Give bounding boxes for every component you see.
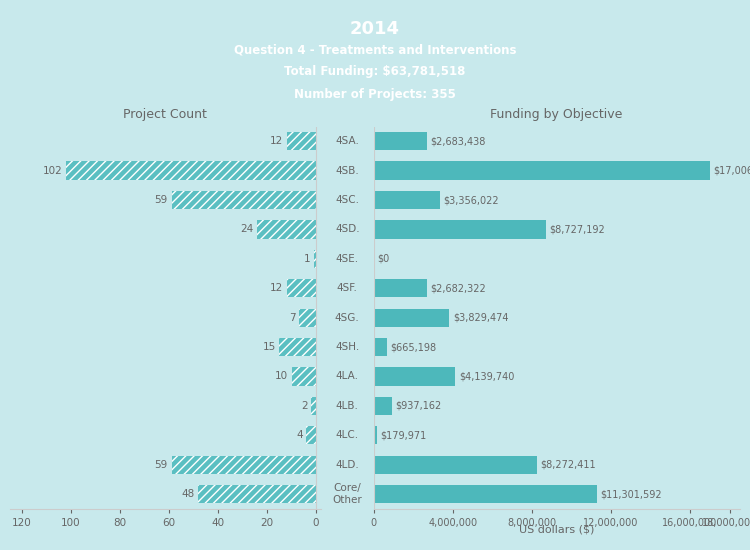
Text: $3,829,474: $3,829,474 bbox=[453, 312, 509, 323]
Text: $665,198: $665,198 bbox=[390, 342, 436, 352]
Bar bbox=[279, 338, 316, 356]
Text: US dollars ($): US dollars ($) bbox=[519, 525, 594, 535]
Text: Core/
Other: Core/ Other bbox=[332, 483, 362, 505]
Bar bbox=[306, 426, 316, 444]
Text: 4SH.: 4SH. bbox=[335, 342, 359, 352]
Text: 4: 4 bbox=[296, 430, 302, 440]
Bar bbox=[299, 309, 316, 327]
Bar bbox=[257, 221, 316, 239]
Text: $4,139,740: $4,139,740 bbox=[459, 371, 514, 382]
Bar bbox=[172, 455, 316, 474]
Bar bbox=[172, 191, 316, 209]
Text: 1: 1 bbox=[303, 254, 310, 264]
Text: 4LD.: 4LD. bbox=[335, 460, 359, 470]
Text: $3,356,022: $3,356,022 bbox=[443, 195, 499, 205]
Bar bbox=[374, 426, 377, 444]
Bar bbox=[374, 485, 597, 503]
Text: $11,301,592: $11,301,592 bbox=[601, 489, 662, 499]
Text: 59: 59 bbox=[154, 195, 168, 205]
Bar bbox=[199, 485, 316, 503]
Text: 12: 12 bbox=[270, 283, 283, 293]
Text: 12: 12 bbox=[270, 136, 283, 146]
Text: $2,682,322: $2,682,322 bbox=[430, 283, 486, 293]
Text: 4SF.: 4SF. bbox=[337, 283, 358, 293]
Text: 48: 48 bbox=[182, 489, 195, 499]
Text: 2014: 2014 bbox=[350, 20, 400, 38]
Text: $0: $0 bbox=[377, 254, 389, 264]
Bar bbox=[374, 397, 392, 415]
Title: Funding by Objective: Funding by Objective bbox=[490, 108, 622, 121]
Bar bbox=[292, 367, 316, 386]
Bar bbox=[374, 338, 387, 356]
Text: 10: 10 bbox=[274, 371, 288, 382]
Text: 4SG.: 4SG. bbox=[334, 312, 360, 323]
Text: 4SA.: 4SA. bbox=[335, 136, 359, 146]
Text: 4SC.: 4SC. bbox=[335, 195, 359, 205]
Text: 4SD.: 4SD. bbox=[335, 224, 359, 234]
Text: 4SB.: 4SB. bbox=[335, 166, 359, 175]
Bar bbox=[257, 221, 316, 239]
Bar bbox=[199, 485, 316, 503]
Bar bbox=[286, 132, 316, 150]
Text: Total Funding: $63,781,518: Total Funding: $63,781,518 bbox=[284, 65, 466, 78]
Bar bbox=[374, 162, 710, 180]
Bar bbox=[374, 221, 546, 239]
Bar bbox=[311, 397, 316, 415]
Text: $8,272,411: $8,272,411 bbox=[541, 460, 596, 470]
Text: 59: 59 bbox=[154, 460, 168, 470]
Title: Project Count: Project Count bbox=[124, 108, 207, 121]
Text: $179,971: $179,971 bbox=[380, 430, 427, 440]
Bar bbox=[292, 367, 316, 386]
Bar bbox=[374, 132, 427, 150]
Bar bbox=[374, 455, 537, 474]
Bar bbox=[299, 309, 316, 327]
Bar bbox=[314, 250, 316, 268]
Bar bbox=[66, 162, 316, 180]
Text: Question 4 - Treatments and Interventions: Question 4 - Treatments and Intervention… bbox=[234, 44, 516, 57]
Bar bbox=[172, 455, 316, 474]
Bar bbox=[66, 162, 316, 180]
Text: 4LC.: 4LC. bbox=[336, 430, 358, 440]
Bar bbox=[374, 309, 449, 327]
Text: Number of Projects: 355: Number of Projects: 355 bbox=[294, 87, 456, 101]
Bar bbox=[286, 132, 316, 150]
Text: 2: 2 bbox=[301, 401, 307, 411]
Bar bbox=[374, 191, 440, 209]
Text: 4SE.: 4SE. bbox=[336, 254, 358, 264]
Text: 15: 15 bbox=[262, 342, 276, 352]
Bar bbox=[172, 191, 316, 209]
Bar bbox=[286, 279, 316, 298]
Text: 24: 24 bbox=[240, 224, 254, 234]
Text: $17,006,996: $17,006,996 bbox=[713, 166, 750, 175]
Text: $2,683,438: $2,683,438 bbox=[430, 136, 485, 146]
Text: $8,727,192: $8,727,192 bbox=[550, 224, 605, 234]
Bar bbox=[286, 279, 316, 298]
Text: 102: 102 bbox=[43, 166, 62, 175]
Text: 4LA.: 4LA. bbox=[336, 371, 358, 382]
Text: 4LB.: 4LB. bbox=[336, 401, 358, 411]
Text: $937,162: $937,162 bbox=[395, 401, 442, 411]
Bar bbox=[374, 367, 455, 386]
Bar bbox=[311, 397, 316, 415]
Bar bbox=[306, 426, 316, 444]
Bar bbox=[314, 250, 316, 268]
Text: 7: 7 bbox=[289, 312, 296, 323]
Bar bbox=[279, 338, 316, 356]
Bar bbox=[374, 279, 427, 298]
